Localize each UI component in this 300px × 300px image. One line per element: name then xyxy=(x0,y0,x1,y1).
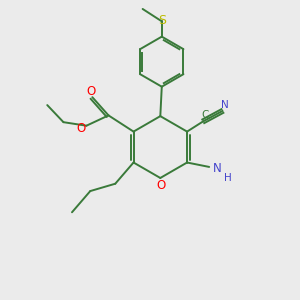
Text: C: C xyxy=(201,110,208,120)
Text: H: H xyxy=(224,173,231,183)
Text: N: N xyxy=(221,100,229,110)
Text: O: O xyxy=(86,85,95,98)
Text: O: O xyxy=(76,122,86,135)
Text: S: S xyxy=(158,14,166,27)
Text: O: O xyxy=(156,179,166,192)
Text: N: N xyxy=(213,162,222,175)
